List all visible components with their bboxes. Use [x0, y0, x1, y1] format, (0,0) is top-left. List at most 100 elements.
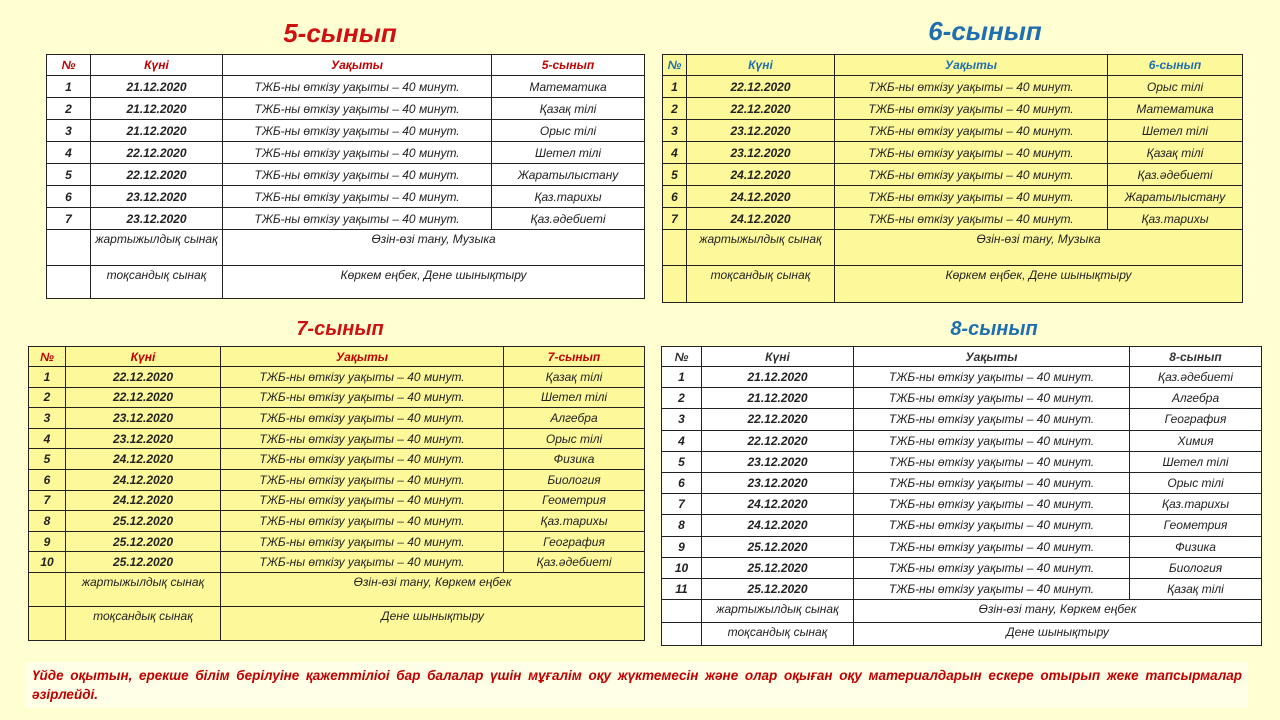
table-row: 6 23.12.2020 ТЖБ-ны өткізу уақыты – 40 мин… — [46, 185, 645, 208]
table-row: 9 25.12.2020 ТЖБ-ны өткізу уақыты – 40 мин… — [661, 535, 1262, 558]
cell-date: 25.12.2020 — [65, 510, 221, 532]
table-row: 5 24.12.2020 ТЖБ-ны өткізу уақыты – 40 мин… — [662, 163, 1243, 186]
cell-subject: Геометрия — [503, 489, 645, 512]
exam-type: тоқсандық сынақ — [65, 605, 221, 641]
cell-subject: Орыс тілі — [1107, 75, 1243, 98]
cell-time: ТЖБ-ны өткізу уақыты – 40 минут. — [853, 450, 1130, 473]
cell-time: ТЖБ-ны өткізу уақыты – 40 минут. — [220, 407, 504, 429]
cell-date: 22.12.2020 — [65, 366, 221, 388]
cell-time: ТЖБ-ны өткізу уақыты – 40 минут. — [220, 551, 504, 573]
schedule-table-grade-7: № Күні Уақыты 7-сынып 1 22.12.2020 ТЖБ-ны өткі… — [28, 346, 645, 641]
exam-row: тоқсандық сынақ Дене шынықтыру — [28, 605, 645, 641]
cell-date: 23.12.2020 — [686, 141, 835, 164]
cell-subject: Математика — [491, 75, 645, 98]
cell-date: 25.12.2020 — [701, 556, 854, 579]
cell-time: ТЖБ-ны өткізу уақыты – 40 минут. — [220, 510, 504, 532]
column-header: Күні — [701, 346, 854, 367]
cell-num: 7 — [662, 207, 687, 230]
column-header: Күні — [686, 54, 835, 76]
exam-subjects: Өзін-өзі тану, Көркем еңбек — [853, 599, 1262, 624]
schedule-table-grade-6: № Күні Уақыты 6-сынып 1 22.12.2020 ТЖБ-ны өткі… — [662, 54, 1243, 303]
cell-num: 8 — [28, 510, 66, 532]
cell-date: 22.12.2020 — [686, 97, 835, 120]
cell-num: 3 — [46, 119, 91, 142]
cell-date: 21.12.2020 — [90, 97, 223, 120]
table-row: 5 24.12.2020 ТЖБ-ны өткізу уақыты – 40 мин… — [28, 448, 645, 470]
cell-subject: Химия — [1129, 429, 1262, 452]
cell-num: 5 — [46, 163, 91, 186]
column-header: № — [662, 54, 687, 76]
cell-subject: Шетел тілі — [491, 141, 645, 164]
empty-cell — [28, 605, 66, 641]
column-header: Уақыты — [222, 54, 492, 76]
table-row: 1 21.12.2020 ТЖБ-ны өткізу уақыты – 40 мин… — [46, 75, 645, 98]
cell-time: ТЖБ-ны өткізу уақыты – 40 минут. — [222, 207, 492, 230]
exam-row: жартыжылдық сынақ Өзін-өзі тану, Көркем е… — [28, 571, 645, 607]
cell-subject: Қаз.әдебиеті — [503, 551, 645, 573]
cell-time: ТЖБ-ны өткізу уақыты – 40 минут. — [853, 556, 1130, 579]
table-row: 10 25.12.2020 ТЖБ-ны өткізу уақыты – 40 ми… — [28, 551, 645, 573]
table-row: 7 23.12.2020 ТЖБ-ны өткізу уақыты – 40 мин… — [46, 207, 645, 230]
cell-num: 5 — [661, 450, 702, 473]
empty-cell — [662, 265, 687, 303]
cell-date: 23.12.2020 — [701, 450, 854, 473]
table-row: 1 22.12.2020 ТЖБ-ны өткізу уақыты – 40 мин… — [662, 75, 1243, 98]
column-header: Күні — [65, 346, 221, 367]
table-row: 2 21.12.2020 ТЖБ-ны өткізу уақыты – 40 мин… — [661, 387, 1262, 410]
table-row: 3 21.12.2020 ТЖБ-ны өткізу уақыты – 40 мин… — [46, 119, 645, 142]
exam-type: тоқсандық сынақ — [90, 265, 223, 299]
title-grade-5: 5-сынып — [283, 18, 397, 48]
table-row: 2 22.12.2020 ТЖБ-ны өткізу уақыты – 40 мин… — [662, 97, 1243, 120]
cell-subject: Қаз.әдебиеті — [1129, 365, 1262, 389]
cell-date: 24.12.2020 — [686, 207, 835, 230]
cell-subject: Физика — [1129, 535, 1262, 558]
cell-num: 4 — [28, 427, 66, 450]
cell-time: ТЖБ-ны өткізу уақыты – 40 минут. — [834, 163, 1108, 186]
cell-time: ТЖБ-ны өткізу уақыты – 40 минут. — [220, 448, 504, 470]
cell-date: 24.12.2020 — [65, 448, 221, 470]
cell-date: 21.12.2020 — [90, 75, 223, 98]
cell-subject: Биология — [1129, 556, 1262, 579]
cell-time: ТЖБ-ны өткізу уақыты – 40 минут. — [834, 119, 1108, 142]
cell-num: 6 — [28, 468, 66, 491]
cell-time: ТЖБ-ны өткізу уақыты – 40 минут. — [220, 386, 504, 409]
exam-subjects: Көркем еңбек, Дене шынықтыру — [834, 265, 1243, 303]
header-row: № Күні Уақыты 7-сынып — [28, 346, 645, 367]
cell-subject: Қаз.тарихы — [1129, 493, 1262, 516]
cell-subject: Қазақ тілі — [491, 97, 645, 120]
cell-subject: Математика — [1107, 97, 1243, 120]
cell-time: ТЖБ-ны өткізу уақыты – 40 минут. — [220, 427, 504, 450]
table-row: 3 23.12.2020 ТЖБ-ны өткізу уақыты – 40 мин… — [28, 407, 645, 429]
cell-date: 24.12.2020 — [65, 489, 221, 512]
empty-cell — [661, 622, 702, 647]
table-row: 6 24.12.2020 ТЖБ-ны өткізу уақыты – 40 мин… — [28, 468, 645, 491]
exam-subjects: Дене шынықтыру — [220, 605, 645, 641]
table-row: 7 24.12.2020 ТЖБ-ны өткізу уақыты – 40 мин… — [661, 493, 1262, 516]
cell-num: 11 — [661, 577, 702, 601]
table-row: 2 22.12.2020 ТЖБ-ны өткізу уақыты – 40 мин… — [28, 386, 645, 409]
cell-date: 21.12.2020 — [701, 387, 854, 410]
cell-time: ТЖБ-ны өткізу уақыты – 40 минут. — [222, 97, 492, 120]
cell-subject: Жаратылыстану — [491, 163, 645, 186]
cell-subject: Шетел тілі — [503, 386, 645, 409]
cell-date: 25.12.2020 — [65, 530, 221, 553]
cell-subject: Қаз.әдебиеті — [1107, 163, 1243, 186]
cell-time: ТЖБ-ны өткізу уақыты – 40 минут. — [220, 468, 504, 491]
cell-subject: Қаз.тарихы — [1107, 207, 1243, 230]
cell-subject: Қаз.тарихы — [503, 510, 645, 532]
exam-subjects: Өзін-өзі тану, Музыка — [222, 229, 645, 266]
cell-subject: Физика — [503, 448, 645, 470]
empty-cell — [662, 229, 687, 266]
title-grade-6: 6-сынып — [928, 16, 1042, 46]
exam-subjects: Өзін-өзі тану, Көркем еңбек — [220, 571, 645, 607]
table-row: 8 25.12.2020 ТЖБ-ны өткізу уақыты – 40 мин… — [28, 510, 645, 532]
cell-num: 1 — [46, 75, 91, 98]
table-row: 9 25.12.2020 ТЖБ-ны өткізу уақыты – 40 мин… — [28, 530, 645, 553]
column-header: № — [46, 54, 91, 76]
cell-subject: Алгебра — [1129, 387, 1262, 410]
cell-num: 9 — [28, 530, 66, 553]
exam-type: тоқсандық сынақ — [701, 622, 854, 647]
cell-time: ТЖБ-ны өткізу уақыты – 40 минут. — [222, 119, 492, 142]
cell-time: ТЖБ-ны өткізу уақыты – 40 минут. — [853, 493, 1130, 516]
cell-num: 7 — [46, 207, 91, 230]
